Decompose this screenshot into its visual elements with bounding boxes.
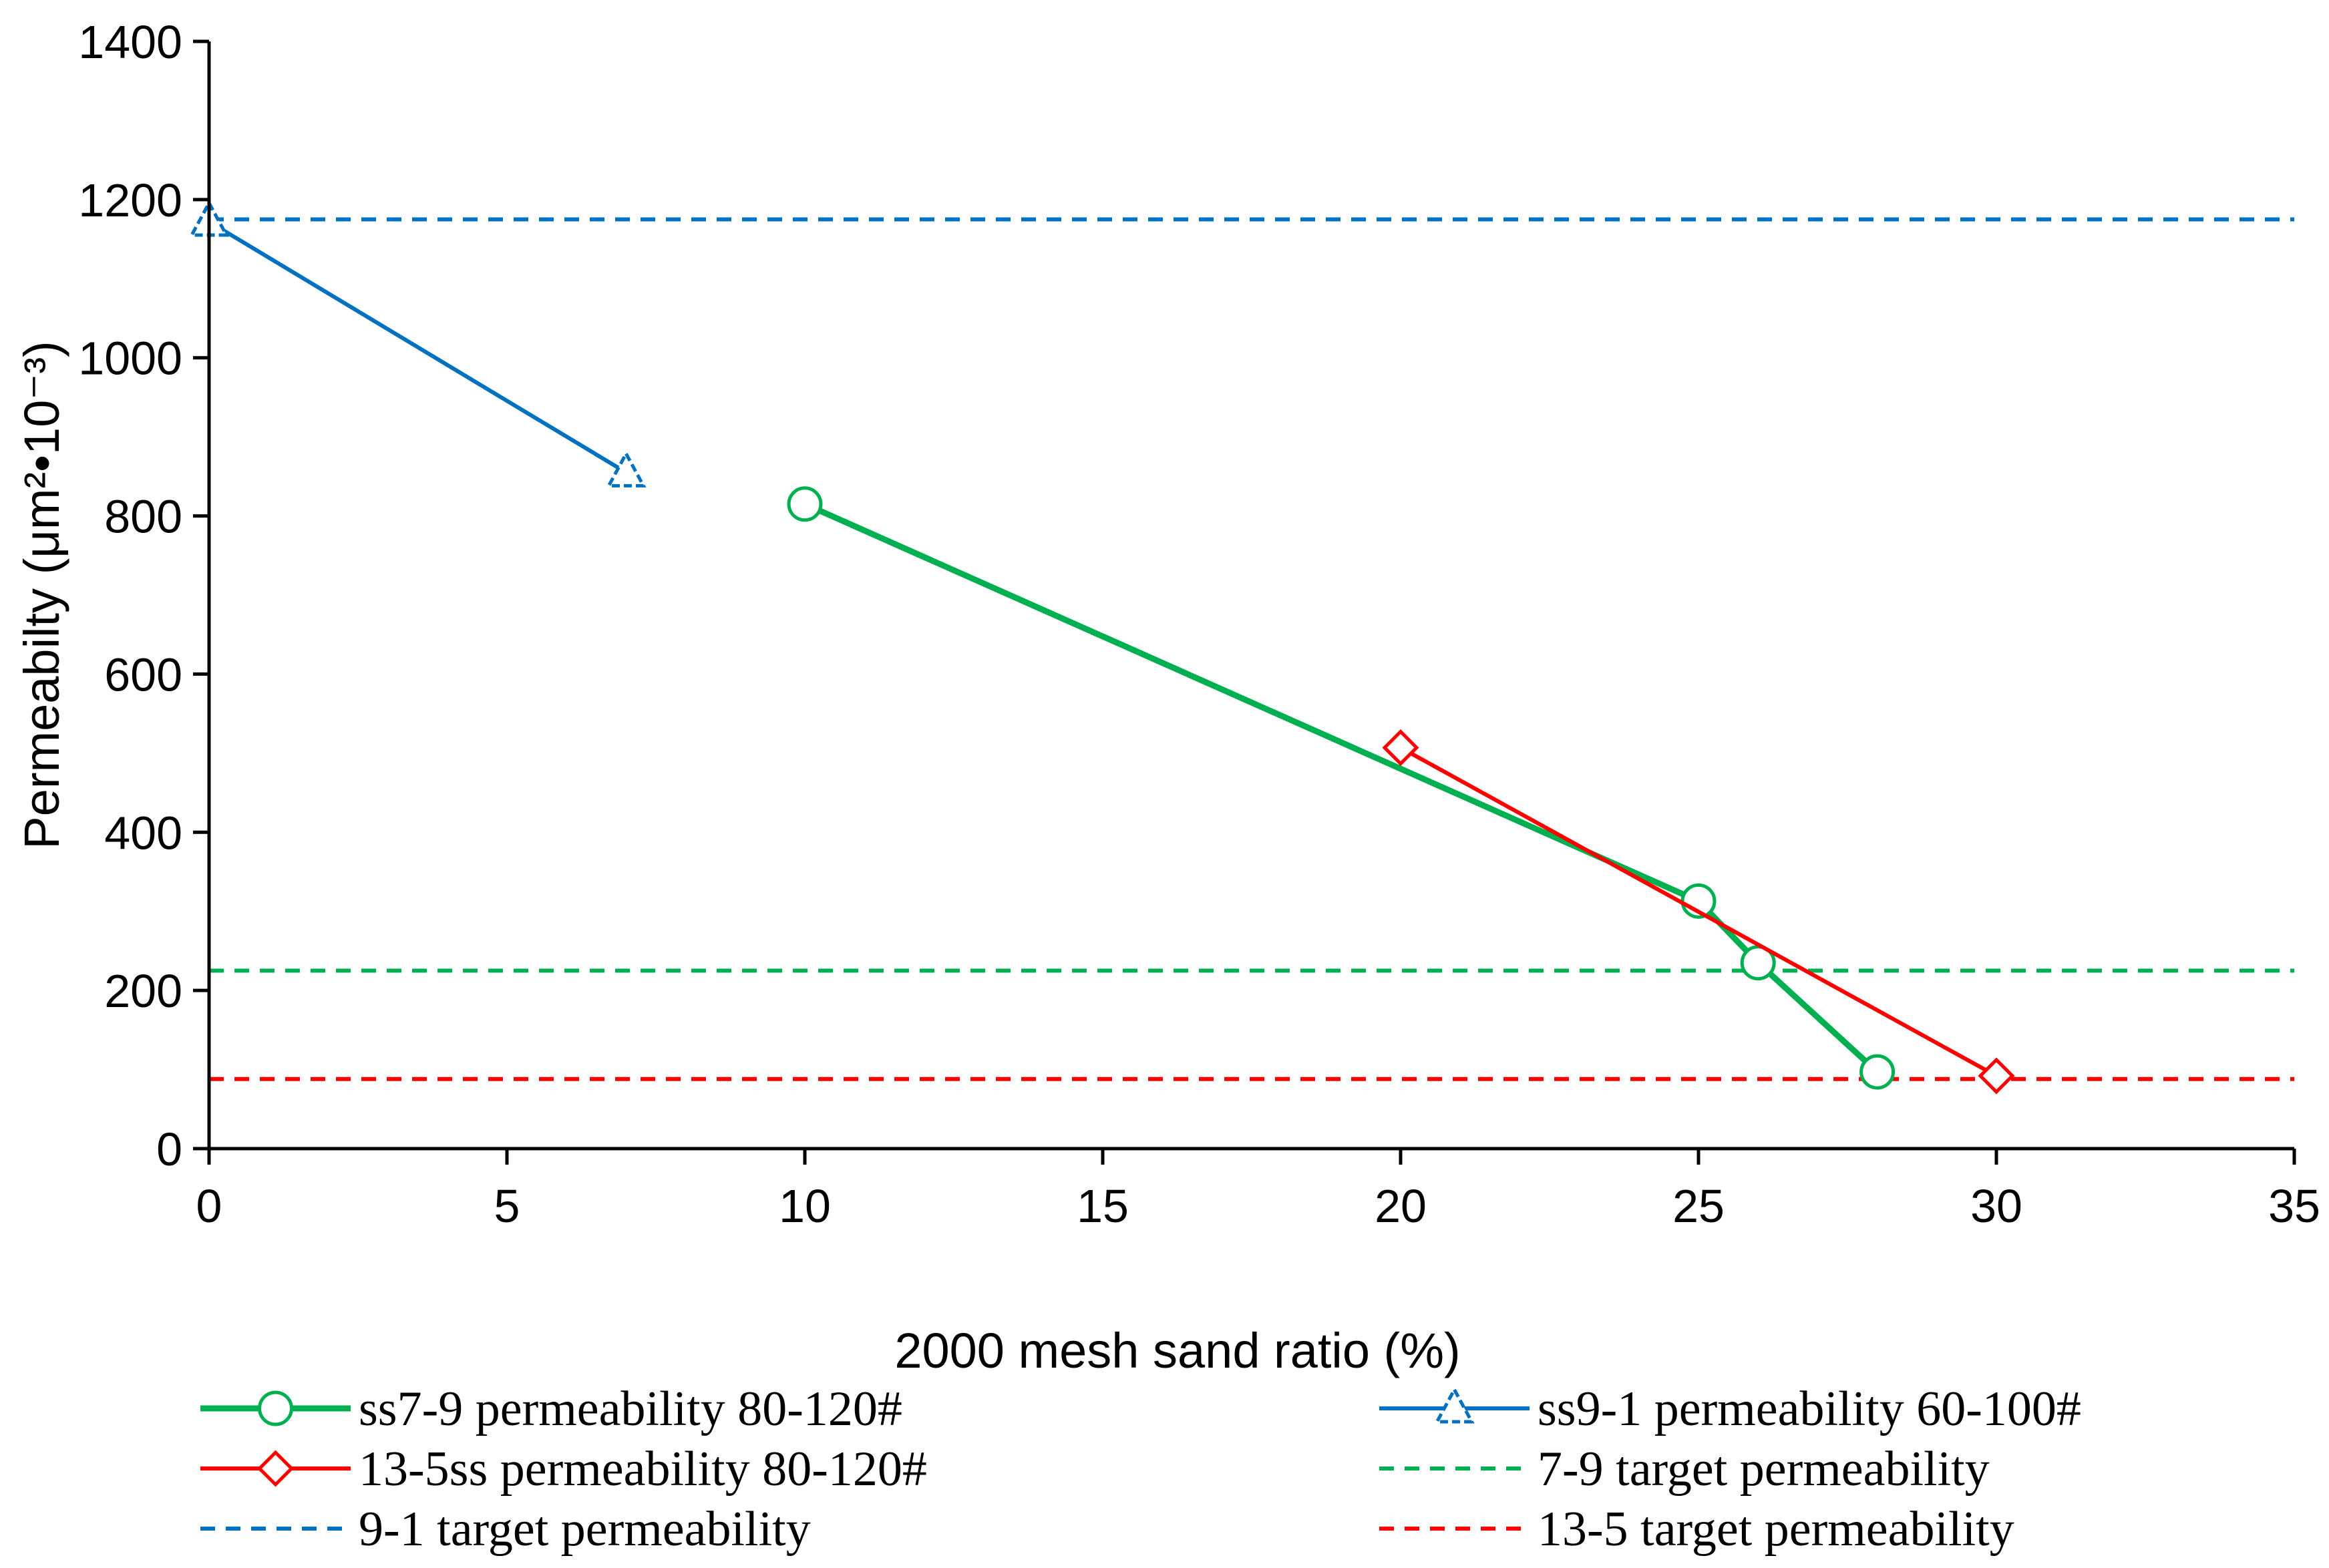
x-tick-label: 10	[779, 1180, 831, 1232]
y-tick-label: 600	[104, 648, 182, 701]
reference-lines	[209, 217, 2294, 1081]
legend-marker	[258, 1390, 293, 1426]
y-tick-label: 1200	[78, 174, 182, 226]
data-point	[606, 450, 647, 487]
legend-marker	[256, 1450, 295, 1487]
x-tick-label: 0	[196, 1180, 222, 1232]
x-tick-label: 35	[2268, 1180, 2320, 1232]
legend-marker	[1434, 1386, 1475, 1424]
legend-label: ss9-1 permeability 60-100#	[1538, 1382, 2081, 1436]
legend-label: 13-5 target permeability	[1538, 1502, 2014, 1557]
y-tick-label: 0	[156, 1123, 182, 1175]
series-line	[803, 501, 1879, 1074]
series	[1382, 729, 2015, 1095]
x-tick-label: 15	[1077, 1180, 1129, 1232]
y-tick-label: 1000	[78, 333, 182, 385]
data-point	[1978, 1057, 2015, 1095]
legend-label: 7-9 target permeability	[1538, 1442, 1990, 1497]
data-series	[188, 199, 2015, 1095]
series-line	[208, 220, 627, 475]
legend-label: ss7-9 permeability 80-120#	[359, 1382, 902, 1436]
x-axis-title: 2000 mesh sand ratio (%)	[894, 1323, 1460, 1378]
y-tick-label: 400	[104, 807, 182, 859]
y-axis-title: Permeabilty (μm²•10⁻³)	[14, 341, 69, 849]
series	[787, 486, 1896, 1090]
axes	[207, 41, 2294, 1151]
legend-entry: ss9-1 permeability 60-100#	[1379, 1382, 2081, 1436]
data-point	[1859, 1054, 1896, 1090]
legend-entry: ss7-9 permeability 80-120#	[200, 1382, 902, 1436]
data-point	[787, 486, 823, 522]
legend-entry: 9-1 target permeability	[200, 1502, 811, 1557]
axis-ticks: 0 200 400 600 800 1000 1200 1400 0 5 10 15 20 25 30 35	[78, 16, 2320, 1232]
legend-entry: 13-5 target permeability	[1379, 1502, 2014, 1557]
legend-label: 13-5ss permeability 80-120#	[359, 1442, 927, 1497]
legend: ss7-9 permeability 80-120# ss9-1 permeabi…	[200, 1382, 2081, 1557]
series	[188, 199, 647, 487]
x-tick-label: 5	[494, 1180, 520, 1232]
data-point	[1382, 729, 1419, 767]
series-line	[1399, 745, 1998, 1078]
y-tick-label: 1400	[78, 16, 182, 68]
legend-entry: 13-5ss permeability 80-120#	[200, 1442, 927, 1497]
x-tick-label: 30	[1970, 1180, 2022, 1232]
x-tick-label: 20	[1375, 1180, 1427, 1232]
legend-label: 9-1 target permeability	[359, 1502, 811, 1557]
legend-entry: 7-9 target permeability	[1379, 1442, 1990, 1497]
y-tick-label: 200	[104, 965, 182, 1017]
x-tick-label: 25	[1672, 1180, 1725, 1232]
y-tick-label: 800	[104, 491, 182, 543]
